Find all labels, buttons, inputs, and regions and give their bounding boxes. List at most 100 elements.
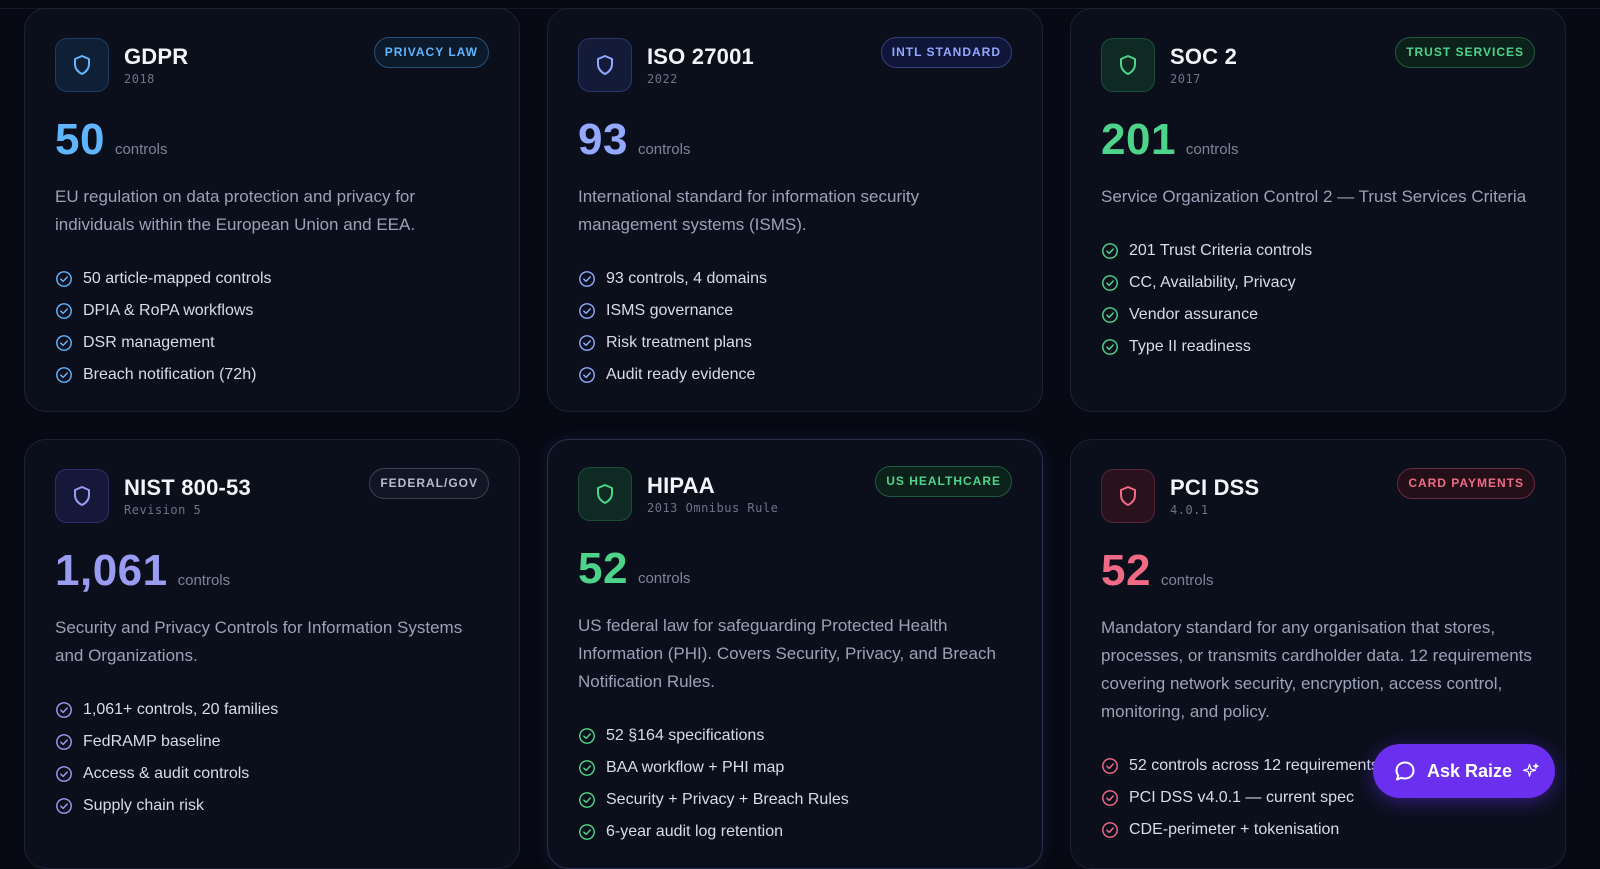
feature-item: FedRAMP baseline [55, 726, 489, 758]
feature-text: 52 §164 specifications [606, 727, 765, 744]
title-block: GDPR 2018 [124, 44, 188, 86]
feature-text: Risk treatment plans [606, 334, 752, 351]
control-count-label: controls [177, 572, 231, 589]
control-count-label: controls [1160, 572, 1214, 589]
shield-icon [578, 467, 632, 521]
framework-card-soc-2[interactable]: SOC 2 2017 TRUST SERVICES 201 controls S… [1070, 8, 1566, 412]
check-circle-icon [1102, 307, 1118, 323]
feature-text: DPIA & RoPA workflows [83, 302, 254, 319]
framework-grid: GDPR 2018 PRIVACY LAW 50 controls EU reg… [24, 8, 1568, 869]
check-circle-icon [579, 760, 595, 776]
framework-year: 4.0.1 [1170, 503, 1209, 517]
check-circle-icon [579, 271, 595, 287]
check-circle-icon [56, 271, 72, 287]
framework-description: EU regulation on data protection and pri… [55, 187, 416, 234]
feature-text: 201 Trust Criteria controls [1129, 242, 1313, 259]
shield-icon [1101, 469, 1155, 523]
control-count-row: 52 controls [1101, 546, 1535, 596]
control-count-label: controls [1185, 141, 1239, 158]
check-circle-icon [579, 335, 595, 351]
card-header: HIPAA 2013 Omnibus Rule [578, 466, 1012, 522]
check-circle-icon [1102, 339, 1118, 355]
framework-card-nist-800-53[interactable]: NIST 800-53 Revision 5 FEDERAL/GOV 1,061… [24, 439, 520, 869]
check-circle-icon [56, 798, 72, 814]
framework-description: Mandatory standard for any organisation … [1101, 618, 1532, 721]
feature-text: Supply chain risk [83, 797, 204, 814]
feature-item: 201 Trust Criteria controls [1101, 235, 1535, 267]
category-badge: US HEALTHCARE [875, 466, 1012, 497]
shield-icon [55, 469, 109, 523]
check-circle-icon [56, 367, 72, 383]
feature-text: DSR management [83, 334, 215, 351]
card-header: PCI DSS 4.0.1 [1101, 468, 1535, 524]
feature-text: CC, Availability, Privacy [1129, 274, 1296, 291]
shield-icon [578, 38, 632, 92]
control-count-label: controls [637, 141, 691, 158]
title-block: NIST 800-53 Revision 5 [124, 475, 251, 517]
title-block: ISO 27001 2022 [647, 44, 754, 86]
feature-text: 6-year audit log retention [606, 823, 783, 840]
framework-card-pci-dss[interactable]: PCI DSS 4.0.1 CARD PAYMENTS 52 controls … [1070, 439, 1566, 869]
card-header: SOC 2 2017 [1101, 37, 1535, 93]
feature-item: 1,061+ controls, 20 families [55, 694, 489, 726]
check-circle-icon [579, 303, 595, 319]
feature-text: Vendor assurance [1129, 306, 1258, 323]
title-block: HIPAA 2013 Omnibus Rule [647, 473, 778, 515]
feature-item: 93 controls, 4 domains [578, 263, 1012, 295]
feature-list: 1,061+ controls, 20 families FedRAMP bas… [55, 694, 489, 822]
check-circle-icon [579, 367, 595, 383]
check-circle-icon [1102, 243, 1118, 259]
ask-raize-label: Ask Raize [1427, 760, 1513, 781]
check-circle-icon [56, 734, 72, 750]
framework-name: NIST 800-53 [124, 475, 251, 500]
feature-text: FedRAMP baseline [83, 733, 221, 750]
framework-card-gdpr[interactable]: GDPR 2018 PRIVACY LAW 50 controls EU reg… [24, 8, 520, 412]
feature-item: CDE-perimeter + tokenisation [1101, 814, 1535, 846]
card-header: GDPR 2018 [55, 37, 489, 93]
check-circle-icon [579, 728, 595, 744]
feature-item: Risk treatment plans [578, 327, 1012, 359]
control-count-row: 1,061 controls [55, 546, 489, 596]
feature-text: 93 controls, 4 domains [606, 270, 767, 287]
feature-item: ISMS governance [578, 295, 1012, 327]
framework-name: ISO 27001 [647, 44, 754, 69]
feature-item: Supply chain risk [55, 790, 489, 822]
control-count-row: 93 controls [578, 115, 1012, 165]
feature-item: PCI DSS v4.0.1 — current spec [1101, 782, 1535, 814]
feature-list: 50 article-mapped controls DPIA & RoPA w… [55, 263, 489, 391]
framework-year: 2017 [1170, 72, 1201, 86]
framework-name: SOC 2 [1170, 44, 1238, 69]
control-count-row: 50 controls [55, 115, 489, 165]
shield-icon [1101, 38, 1155, 92]
feature-item: Breach notification (72h) [55, 359, 489, 391]
feature-item: Security + Privacy + Breach Rules [578, 784, 1012, 816]
check-circle-icon [1102, 758, 1118, 774]
feature-text: CDE-perimeter + tokenisation [1129, 821, 1340, 838]
feature-text: Breach notification (72h) [83, 366, 257, 383]
feature-text: Type II readiness [1129, 338, 1251, 355]
check-circle-icon [1102, 275, 1118, 291]
card-header: ISO 27001 2022 [578, 37, 1012, 93]
check-circle-icon [56, 766, 72, 782]
chat-bubble-icon [1395, 761, 1415, 781]
check-circle-icon [579, 792, 595, 808]
framework-name: GDPR [124, 44, 189, 69]
control-count: 93 [578, 115, 628, 164]
feature-item: 52 §164 specifications [578, 720, 1012, 752]
check-circle-icon [56, 702, 72, 718]
feature-item: DPIA & RoPA workflows [55, 295, 489, 327]
feature-item: BAA workflow + PHI map [578, 752, 1012, 784]
title-block: PCI DSS 4.0.1 [1170, 475, 1259, 517]
ask-raize-button[interactable]: Ask Raize [1373, 744, 1555, 798]
title-block: SOC 2 2017 [1170, 44, 1237, 86]
feature-item: CC, Availability, Privacy [1101, 267, 1535, 299]
framework-card-hipaa[interactable]: HIPAA 2013 Omnibus Rule US HEALTHCARE 52… [547, 439, 1043, 869]
framework-name: HIPAA [647, 473, 715, 498]
framework-year: 2018 [124, 72, 155, 86]
feature-text: 52 controls across 12 requirements [1129, 757, 1379, 774]
control-count-row: 52 controls [578, 544, 1012, 594]
category-badge: CARD PAYMENTS [1397, 468, 1535, 499]
framework-name: PCI DSS [1170, 475, 1260, 500]
feature-text: Access & audit controls [83, 765, 250, 782]
framework-card-iso-27001[interactable]: ISO 27001 2022 INTL STANDARD 93 controls… [547, 8, 1043, 412]
